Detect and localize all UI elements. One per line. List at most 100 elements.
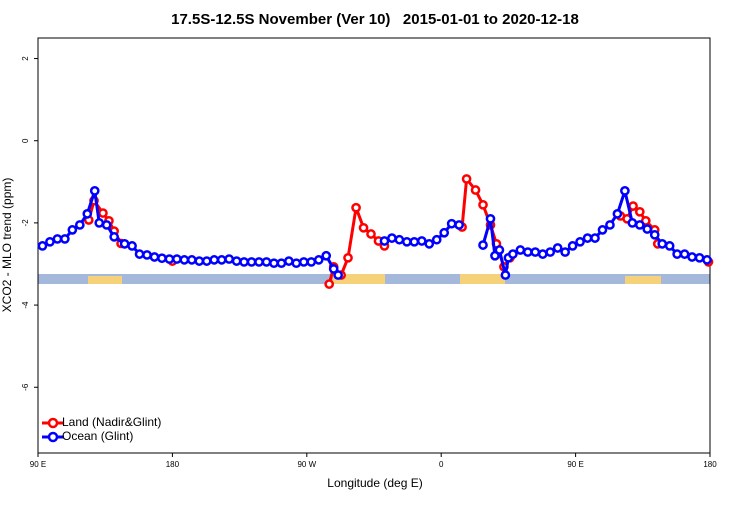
data-point <box>209 255 220 265</box>
data-point <box>702 255 712 265</box>
data-point <box>657 239 668 249</box>
data-point <box>98 208 108 218</box>
surface-mask <box>38 274 710 284</box>
data-point <box>694 252 705 263</box>
land-band <box>88 276 122 284</box>
x-axis-label: Longitude (deg E) <box>327 476 422 490</box>
data-point <box>333 270 344 280</box>
data-point <box>627 218 638 228</box>
data-point <box>343 252 353 263</box>
data-point <box>67 225 78 235</box>
data-point <box>454 220 464 230</box>
data-point <box>313 255 324 265</box>
data-point <box>394 234 405 245</box>
data-point <box>634 206 645 217</box>
data-point <box>298 257 309 267</box>
data-point <box>582 233 593 243</box>
y-tick-label: -2 <box>21 219 30 227</box>
data-point <box>109 232 120 242</box>
data-point <box>269 258 279 269</box>
data-point <box>628 201 638 211</box>
data-point <box>470 185 481 195</box>
data-point <box>82 209 93 219</box>
x-tick-label: 90 E <box>30 460 46 469</box>
data-point <box>149 252 160 262</box>
data-point <box>402 236 412 247</box>
data-point <box>328 264 339 274</box>
data-point <box>416 236 427 246</box>
series-line <box>89 179 709 284</box>
land-band <box>460 274 505 284</box>
data-point <box>575 236 585 247</box>
y-tick-label: 2 <box>21 56 30 61</box>
data-point <box>552 243 563 253</box>
data-point <box>664 241 675 251</box>
legend-label: Land (Nadir&Glint) <box>62 415 161 429</box>
data-point <box>172 254 182 264</box>
data-point <box>52 234 63 244</box>
data-point <box>246 257 257 267</box>
data-point <box>387 233 397 243</box>
data-point <box>649 229 660 240</box>
data-point <box>231 256 242 266</box>
data-point <box>672 249 682 259</box>
legend-marker <box>47 431 59 443</box>
data-point <box>522 247 533 257</box>
data-point <box>45 236 55 247</box>
data-point <box>634 220 645 230</box>
data-point <box>679 249 690 259</box>
data-point <box>37 241 48 251</box>
data-point <box>142 250 152 260</box>
data-point <box>537 249 548 259</box>
x-tick-label: 180 <box>703 460 717 469</box>
data-point <box>500 270 511 280</box>
data-point <box>366 229 376 239</box>
x-tick-label: 0 <box>439 460 444 469</box>
legend-label: Ocean (Glint) <box>62 429 133 443</box>
data-point <box>194 256 205 266</box>
data-point <box>431 234 442 245</box>
data-point <box>284 256 294 266</box>
x-tick-label: 90 W <box>297 460 316 469</box>
data-point <box>179 255 190 265</box>
data-point <box>74 220 85 230</box>
data-point <box>351 202 361 213</box>
data-point <box>164 254 175 264</box>
data-point <box>186 255 197 265</box>
data-point <box>94 218 105 228</box>
data-point <box>321 250 332 261</box>
data-point <box>261 257 272 267</box>
y-tick-label: -6 <box>21 383 30 391</box>
y-tick-label: 0 <box>21 138 30 143</box>
data-point <box>254 257 264 267</box>
data-point <box>612 209 623 219</box>
data-point <box>60 234 70 244</box>
legend-marker <box>47 417 59 429</box>
data-point <box>560 247 570 257</box>
data-point <box>478 199 488 210</box>
data-point <box>478 240 488 250</box>
data-point <box>494 245 505 255</box>
data-point <box>642 224 653 234</box>
data-point <box>409 236 420 247</box>
data-point <box>508 249 518 259</box>
data-point <box>134 249 145 259</box>
data-point <box>291 258 302 269</box>
data-point <box>605 220 615 230</box>
data-point <box>379 236 390 246</box>
data-point <box>89 186 100 196</box>
data-point <box>127 241 137 251</box>
data-point <box>358 222 369 233</box>
data-point <box>424 239 435 249</box>
y-tick-label: -4 <box>21 301 30 309</box>
data-point <box>597 225 608 235</box>
data-point <box>439 227 450 238</box>
legend: Land (Nadir&Glint) Ocean (Glint) <box>42 415 161 443</box>
data-point <box>157 253 167 264</box>
data-point <box>324 279 335 289</box>
data-point <box>461 174 472 184</box>
data-point <box>567 241 578 251</box>
data-point <box>530 247 541 257</box>
data-point <box>101 220 112 230</box>
